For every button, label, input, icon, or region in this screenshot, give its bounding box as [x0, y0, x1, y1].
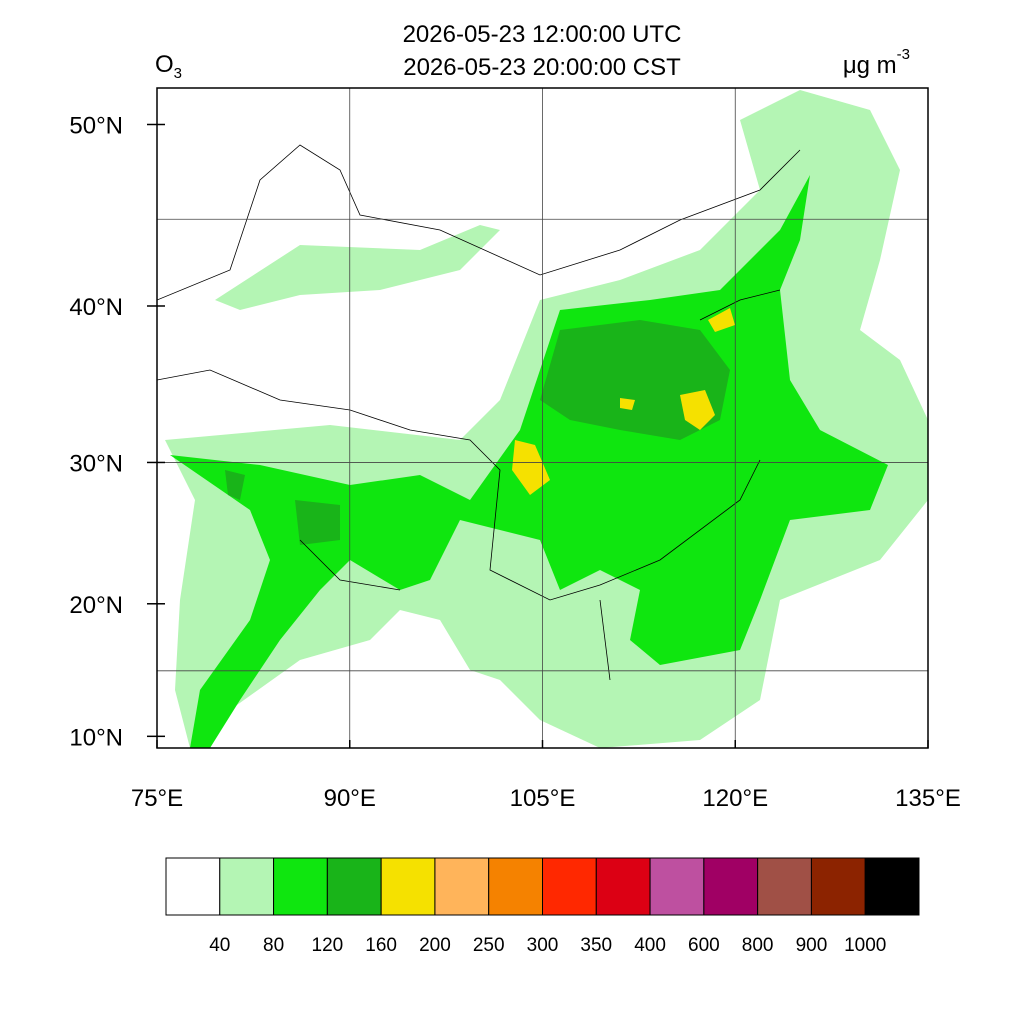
colorbar-label: 250	[473, 935, 505, 956]
colorbar-label: 160	[365, 935, 397, 956]
colorbar-label: 300	[527, 935, 559, 956]
variable-label: O3	[155, 51, 182, 82]
field-dark	[295, 500, 340, 545]
field-yellow	[512, 440, 550, 495]
colorbar-swatch	[810, 857, 866, 916]
colorbar-label: 1000	[844, 935, 886, 956]
colorbar-swatch	[595, 857, 651, 916]
colorbar-label: 400	[634, 935, 666, 956]
x-tick-label: 90°E	[324, 785, 376, 812]
x-tick-label: 75°E	[131, 785, 183, 812]
colorbar-label: 900	[796, 935, 828, 956]
colorbar-swatch	[757, 857, 812, 916]
colorbar-swatch	[219, 857, 275, 916]
colorbar-swatch	[488, 857, 544, 916]
colorbar-swatch	[434, 857, 490, 916]
units-label: μg m-3	[843, 46, 910, 79]
x-tick-label: 120°E	[702, 785, 768, 812]
field-yellow	[680, 390, 715, 430]
colorbar-swatch	[273, 857, 328, 916]
title-local: 2026-05-23 20:00:00 CST	[403, 54, 681, 81]
y-tick-label: 40°N	[69, 294, 123, 321]
colorbar-label: 600	[688, 935, 720, 956]
colorbar-label: 200	[419, 935, 451, 956]
colorbar-swatch	[326, 857, 382, 916]
colorbar-label: 350	[580, 935, 612, 956]
grid	[157, 88, 928, 748]
axes: 75°E 90°E 105°E 120°E 135°E 10°N 20°N 30°N 40°N 5…	[69, 112, 960, 812]
colorbar-swatch	[703, 857, 759, 916]
field-yellow	[708, 308, 735, 332]
colorbar-label: 40	[209, 935, 230, 956]
borders	[157, 144, 801, 681]
field-light	[215, 225, 500, 310]
ozone-field	[157, 90, 928, 748]
colorbar-swatch	[380, 857, 436, 916]
field-dark	[540, 320, 730, 440]
colorbar: 40 80 120 160 200 250 300 350 400 600 800 900 1000	[165, 857, 920, 956]
colorbar-swatch	[542, 857, 597, 916]
colorbar-label: 120	[312, 935, 344, 956]
y-tick-label: 30°N	[69, 450, 123, 477]
y-tick-label: 50°N	[69, 112, 123, 139]
x-tick-label: 105°E	[510, 785, 576, 812]
y-tick-label: 10°N	[69, 724, 123, 751]
colorbar-label: 80	[263, 935, 284, 956]
colorbar-swatch	[165, 857, 221, 916]
field-dark	[225, 470, 245, 500]
colorbar-label: 800	[742, 935, 774, 956]
colorbar-swatch	[864, 857, 920, 916]
y-tick-label: 20°N	[69, 592, 123, 619]
field-yellow	[620, 398, 635, 410]
title-utc: 2026-05-23 12:00:00 UTC	[403, 21, 682, 48]
x-tick-label: 135°E	[895, 785, 961, 812]
colorbar-swatch	[649, 857, 705, 916]
